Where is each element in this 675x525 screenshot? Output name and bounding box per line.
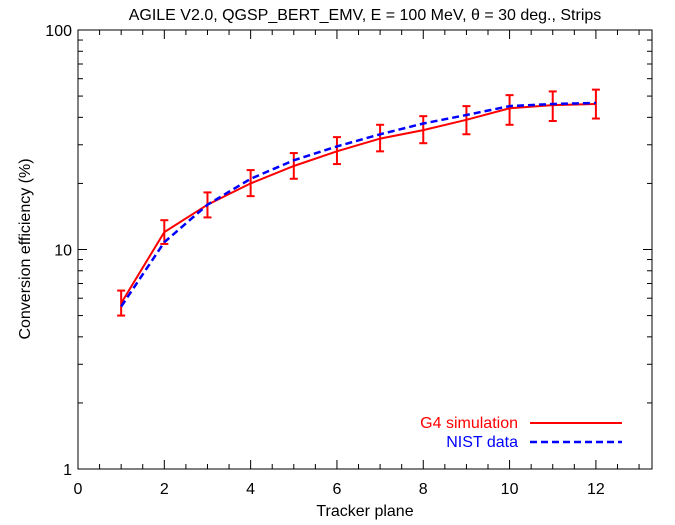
x-tick-label: 6	[332, 481, 341, 498]
legend: G4 simulation NIST data	[420, 415, 622, 451]
error-bar	[289, 152, 298, 180]
chart-title: AGILE V2.0, QGSP_BERT_EMV, E = 100 MeV, …	[129, 7, 602, 24]
error-bar	[332, 136, 341, 166]
error-bar	[160, 219, 169, 245]
x-tick-label: 10	[501, 481, 519, 498]
error-bar	[462, 105, 471, 136]
error-bar	[419, 115, 428, 145]
x-tick-label: 0	[74, 481, 83, 498]
y-axis-label: Conversion efficiency (%)	[17, 158, 34, 339]
error-bar	[505, 94, 514, 126]
x-tick-label: 8	[419, 481, 428, 498]
plot-frame	[77, 29, 653, 470]
y-tick-label: 10	[54, 243, 72, 260]
x-tick-label: 4	[246, 481, 255, 498]
legend-label-g4-simulation: G4 simulation	[420, 415, 518, 432]
series-line-nist-data	[120, 101, 596, 308]
error-bar	[246, 169, 255, 198]
error-bar	[376, 123, 385, 153]
y-tick-label: 100	[45, 23, 72, 40]
x-tick-label: 2	[160, 481, 169, 498]
legend-label-nist-data: NIST data	[446, 434, 518, 451]
x-axis-label: Tracker plane	[316, 503, 413, 520]
series-line-g4-simulation	[120, 103, 596, 304]
series-layer	[117, 88, 600, 317]
error-bar	[548, 90, 557, 122]
error-bar	[117, 289, 126, 317]
y-tick-label: 1	[63, 462, 72, 479]
x-tick-label: 12	[587, 481, 605, 498]
axis-ticks: 0 2 4 6 8 10 12 1 10 100	[45, 23, 652, 498]
